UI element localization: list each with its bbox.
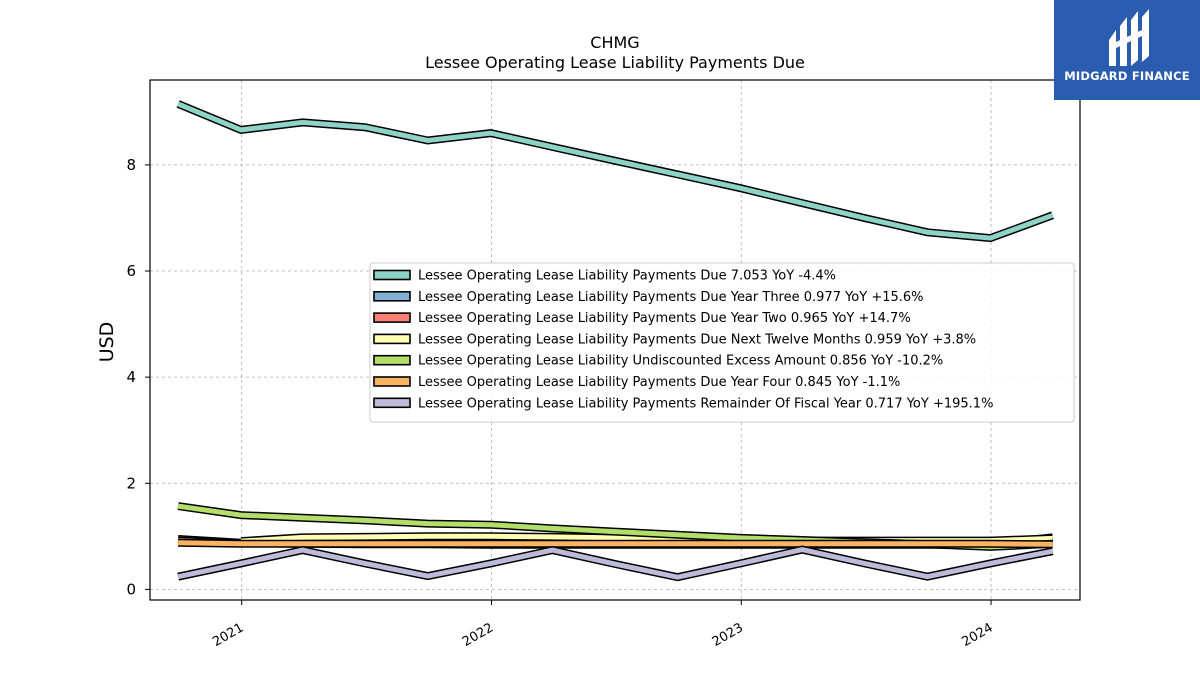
y-tick-label: 6 (126, 262, 136, 280)
legend-label: Lessee Operating Lease Liability Payment… (418, 375, 900, 390)
chart-title: CHMG (590, 33, 639, 52)
x-tick-label: 2023 (710, 620, 746, 650)
x-tick-label: 2022 (460, 620, 496, 650)
legend-swatch (373, 397, 411, 409)
y-tick-label: 2 (126, 474, 136, 492)
y-tick-label: 0 (126, 580, 136, 598)
legend-label: Lessee Operating Lease Liability Payment… (418, 311, 911, 326)
legend-label: Lessee Operating Lease Liability Undisco… (418, 354, 943, 369)
legend-swatch (373, 354, 411, 366)
legend: Lessee Operating Lease Liability Payment… (369, 262, 1075, 423)
brand-logo: MIDGARD FINANCE (1054, 0, 1200, 100)
series-line-fill (177, 101, 1054, 241)
y-tick-label: 4 (126, 368, 136, 386)
legend-swatch (373, 376, 411, 387)
series-line-fill (178, 540, 1053, 547)
x-tick-label: 2024 (960, 620, 996, 650)
plot-frame (149, 79, 1081, 601)
series-line-fill (177, 547, 1054, 580)
legend-label: Lessee Operating Lease Liability Payment… (418, 269, 836, 284)
legend-label: Lessee Operating Lease Liability Payment… (418, 332, 976, 347)
legend-swatch (373, 312, 411, 323)
y-tick-label: 8 (126, 156, 136, 174)
brand-name: MIDGARD FINANCE (1064, 69, 1190, 83)
legend-box (369, 262, 1075, 423)
series-line (176, 100, 1054, 243)
brand-mark-icon (1109, 9, 1149, 66)
series-line (177, 545, 1054, 582)
legend-label: Lessee Operating Lease Liability Payment… (418, 396, 993, 411)
series-line (178, 538, 1053, 549)
x-tick-label: 2021 (210, 620, 246, 650)
legend-swatch (373, 333, 411, 345)
y-axis-label-text: USD (96, 322, 118, 363)
legend-label: Lessee Operating Lease Liability Payment… (418, 290, 924, 305)
y-axis-label: USD (96, 322, 118, 363)
legend-swatch (373, 269, 411, 281)
chart-subtitle: Lessee Operating Lease Liability Payment… (425, 53, 805, 72)
legend-swatch (373, 290, 411, 302)
plot-area (176, 100, 1054, 582)
